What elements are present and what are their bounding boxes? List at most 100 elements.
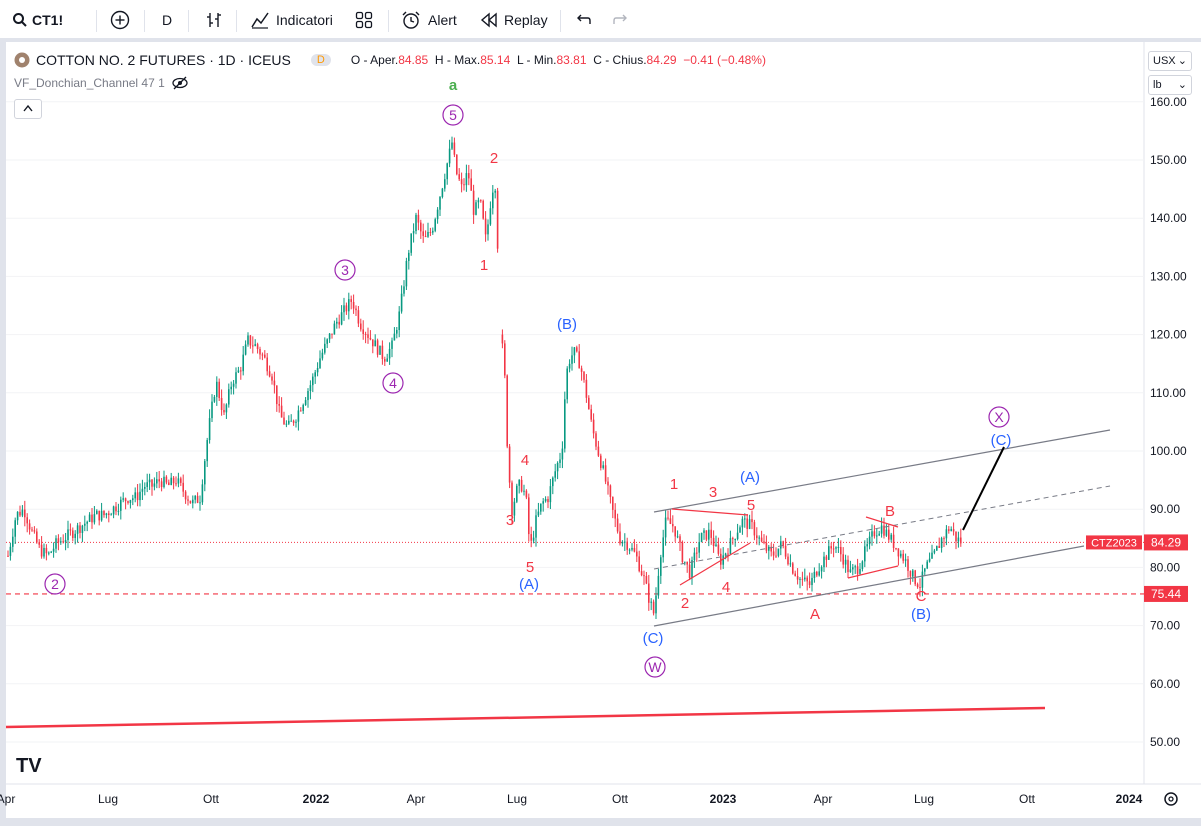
hidden-eye-icon[interactable] [171, 76, 189, 90]
wave-label-red-2b[interactable]: 2 [681, 595, 689, 612]
wave-label-b-1[interactable]: (B) [557, 316, 577, 333]
candle-body [33, 530, 36, 532]
indicator-name[interactable]: VF_Donchian_Channel 47 1 [14, 76, 165, 90]
candle-body [160, 481, 163, 488]
long-term-trendline[interactable] [5, 706, 1046, 729]
wave-label-c-1[interactable]: (C) [643, 630, 664, 647]
triangle-lower-line[interactable] [679, 542, 751, 586]
wave-label-c-2[interactable]: (C) [991, 432, 1012, 449]
candle-body [732, 538, 734, 540]
wave-label-red-5b[interactable]: 5 [747, 497, 755, 514]
symbol-search[interactable]: CT1! [12, 0, 63, 40]
candle-body [110, 514, 112, 516]
candle-body [379, 345, 381, 355]
triangle-upper-line[interactable] [671, 508, 749, 516]
tradingview-logo[interactable]: TV [16, 755, 42, 777]
wave-label-red-2[interactable]: 2 [490, 150, 498, 167]
alert-button[interactable]: Alert [400, 0, 457, 40]
channel-upper-line[interactable] [653, 429, 1111, 513]
candle-body [331, 333, 333, 335]
candle-body [105, 513, 108, 516]
price-chart[interactable]: 50.0060.0070.0080.0090.00100.00110.00120… [0, 42, 1201, 826]
ohlc-values: O - Aper.84.85 H - Max.85.14 L - Min.83.… [351, 53, 766, 67]
interval-button[interactable]: D [162, 0, 172, 40]
candle-body [158, 479, 160, 482]
candle-body [456, 154, 458, 175]
candle-body [345, 305, 348, 312]
candle-body [924, 568, 926, 572]
wave-label-b-2[interactable]: (B) [911, 606, 931, 623]
candle-body [175, 483, 177, 485]
candle-body [674, 526, 676, 537]
b-wave-line[interactable] [865, 516, 899, 528]
settings-gear-icon[interactable] [1164, 792, 1178, 806]
candle-body [259, 349, 261, 355]
wave-label-red-4[interactable]: 4 [521, 452, 529, 469]
candle-body [420, 222, 422, 232]
candle-body [916, 584, 919, 588]
a-c-wave-line[interactable] [847, 565, 899, 579]
candle-body [744, 518, 746, 520]
unit-dropdown[interactable]: lb ⌄ [1148, 75, 1192, 95]
wave-label-a-1[interactable]: (A) [519, 576, 539, 593]
candle-body [799, 578, 801, 580]
projection-line[interactable] [962, 446, 1005, 531]
replay-button[interactable]: Replay [480, 0, 548, 40]
time-tick-label: 2024 [1116, 792, 1143, 806]
candle-body [775, 555, 777, 557]
chart-type-button[interactable] [204, 0, 224, 40]
wave-label-red-c[interactable]: C [916, 588, 927, 605]
wave-label-a-2[interactable]: (A) [740, 469, 760, 486]
candle-body [763, 541, 765, 543]
collapse-legend-button[interactable] [14, 99, 42, 119]
templates-button[interactable] [354, 0, 374, 40]
indicators-button[interactable]: Indicatori [250, 0, 333, 40]
wave-label-red-a[interactable]: A [810, 606, 820, 623]
wave-label-red-3b[interactable]: 3 [709, 484, 717, 501]
wave-label-red-b[interactable]: B [885, 503, 895, 520]
candle-body [364, 333, 367, 335]
channel-lower-line[interactable] [653, 545, 1085, 627]
candle-body [691, 560, 693, 579]
market-status-badge[interactable]: D [310, 54, 331, 66]
undo-button[interactable] [574, 0, 592, 40]
close-value: 84.29 [646, 53, 677, 67]
candle-body [151, 479, 153, 487]
candle-body [19, 511, 21, 516]
wave-label-red-1b[interactable]: 1 [670, 476, 678, 493]
candle-body [199, 502, 201, 504]
wave-label-red-1[interactable]: 1 [480, 257, 488, 274]
candle-body [319, 358, 321, 368]
indicators-label: Indicatori [276, 12, 333, 28]
candle-body [381, 345, 384, 360]
wave-label-a[interactable]: a [449, 77, 458, 94]
wave-label-circle-3[interactable]: 3 [334, 259, 356, 281]
wave-label-circle-2[interactable]: 2 [44, 573, 66, 595]
redo-button[interactable] [612, 0, 630, 40]
wave-label-red-5[interactable]: 5 [526, 559, 534, 576]
candle-body [300, 410, 302, 412]
wave-label-red-4b[interactable]: 4 [722, 579, 730, 596]
candle-body [196, 495, 199, 503]
candle-body [931, 552, 933, 559]
wave-label-text: 4 [389, 375, 397, 391]
candle-body [566, 368, 568, 400]
candle-body [129, 500, 132, 503]
wave-label-circle-w[interactable]: W [644, 656, 666, 678]
candle-body [396, 330, 398, 334]
wave-label-circle-5[interactable]: 5 [442, 104, 464, 126]
time-scale[interactable]: Apr Lug Ott 2022 Apr Lug Ott 2023 Apr Lug Ott 2024 [0, 792, 1143, 806]
legend-title[interactable]: COTTON NO. 2 FUTURES · 1D · ICEUS [36, 52, 291, 68]
wave-label-red-3[interactable]: 3 [506, 512, 514, 529]
candle-body [842, 554, 844, 565]
candle-body [720, 553, 722, 565]
price-scale[interactable]: 50.00 60.00 70.00 80.00 90.00 100.00 110.00 120… [6, 95, 1187, 749]
candle-body [69, 529, 72, 531]
candle-body [633, 547, 636, 552]
currency-dropdown[interactable]: USX ⌄ [1148, 51, 1192, 71]
compare-button[interactable] [110, 0, 130, 40]
wave-label-circle-4[interactable]: 4 [382, 372, 404, 394]
wave-label-circle-x[interactable]: X [988, 406, 1010, 428]
candle-body [559, 459, 561, 463]
candle-body [537, 511, 540, 516]
